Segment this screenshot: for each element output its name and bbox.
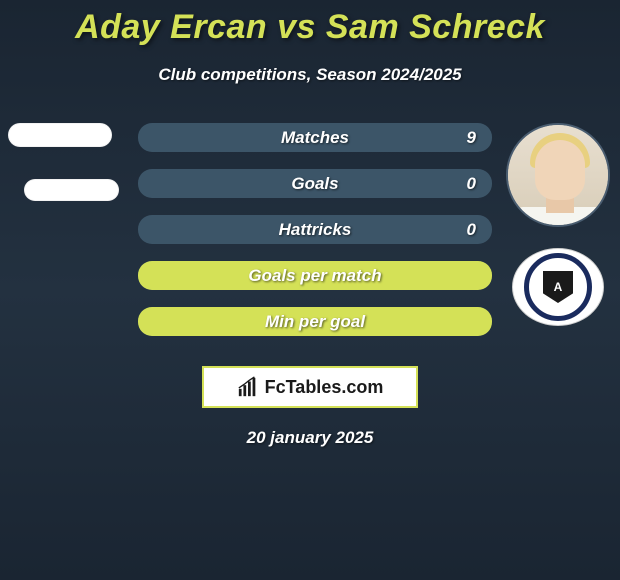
stat-label: Goals per match: [138, 261, 492, 290]
right-player-avatar: [506, 123, 610, 227]
left-player-avatar-placeholder: [8, 123, 112, 147]
stats-area: A Matches 9 Goals 0 Hattricks 0 Goals pe…: [0, 123, 620, 348]
date-text: 20 january 2025: [0, 428, 620, 448]
stat-value: 0: [467, 169, 476, 198]
chart-icon: [237, 376, 259, 398]
stat-row-hattricks: Hattricks 0: [138, 215, 492, 244]
player-face-graphic: [508, 125, 608, 225]
stat-value: 0: [467, 215, 476, 244]
right-player-column: A: [506, 123, 610, 326]
stat-label: Matches: [138, 123, 492, 152]
brand-text: FcTables.com: [265, 377, 384, 398]
stat-row-min-per-goal: Min per goal: [138, 307, 492, 336]
subtitle: Club competitions, Season 2024/2025: [0, 65, 620, 85]
stat-value: 9: [467, 123, 476, 152]
stat-bars: Matches 9 Goals 0 Hattricks 0 Goals per …: [138, 123, 492, 353]
stat-label: Hattricks: [138, 215, 492, 244]
stat-row-matches: Matches 9: [138, 123, 492, 152]
left-club-badge-placeholder: [24, 179, 119, 201]
stat-row-goals-per-match: Goals per match: [138, 261, 492, 290]
left-player-column: [8, 123, 119, 201]
stat-label: Goals: [138, 169, 492, 198]
comparison-card: Aday Ercan vs Sam Schreck Club competiti…: [0, 0, 620, 448]
stat-label: Min per goal: [138, 307, 492, 336]
right-club-badge: A: [512, 248, 604, 326]
stat-row-goals: Goals 0: [138, 169, 492, 198]
page-title: Aday Ercan vs Sam Schreck: [0, 8, 620, 47]
brand-badge[interactable]: FcTables.com: [202, 366, 418, 408]
